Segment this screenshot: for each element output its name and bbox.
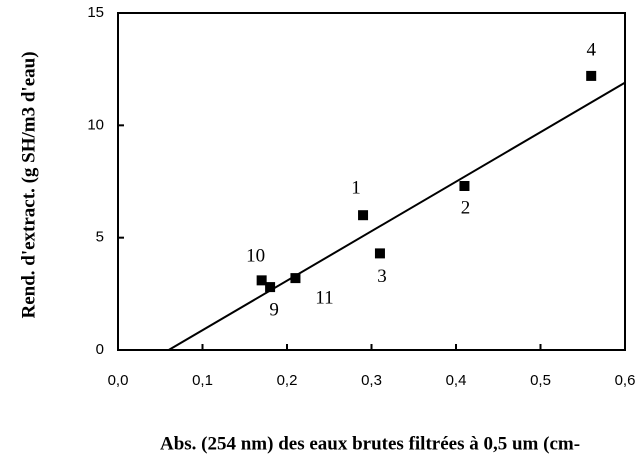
marker	[290, 273, 301, 284]
y-tick-label: 0	[96, 341, 104, 358]
point-label: 9	[269, 299, 279, 320]
x-tick-label: 0,3	[361, 372, 382, 389]
trendline	[168, 81, 626, 351]
y-tick-label: 5	[96, 229, 104, 246]
x-tick-label: 0,2	[277, 372, 298, 389]
point-label: 10	[246, 246, 265, 267]
marker	[265, 282, 276, 293]
plot-frame	[117, 12, 626, 351]
x-tick-label: 0,1	[192, 372, 213, 389]
marker	[459, 180, 470, 191]
point-label: 3	[377, 266, 387, 287]
x-tick-label: 0,0	[108, 372, 129, 389]
y-tick-label: 15	[87, 4, 104, 21]
x-tick-label: 0,4	[446, 372, 467, 389]
y-axis-label: Rend. d'extract. (g SH/m3 d'eau)	[18, 51, 39, 318]
point-label: 2	[461, 197, 471, 218]
marker	[374, 248, 385, 259]
x-tick-label: 0,6	[615, 372, 636, 389]
point-label: 1	[351, 178, 361, 199]
y-tick-label: 10	[87, 116, 104, 133]
point-label: 11	[315, 287, 333, 308]
x-axis-label: Abs. (254 nm) des eaux brutes filtrées à…	[160, 433, 580, 454]
marker	[256, 275, 267, 286]
marker	[586, 70, 597, 81]
x-tick-label: 0,5	[530, 372, 551, 389]
point-label: 4	[586, 39, 596, 60]
marker	[358, 210, 369, 221]
